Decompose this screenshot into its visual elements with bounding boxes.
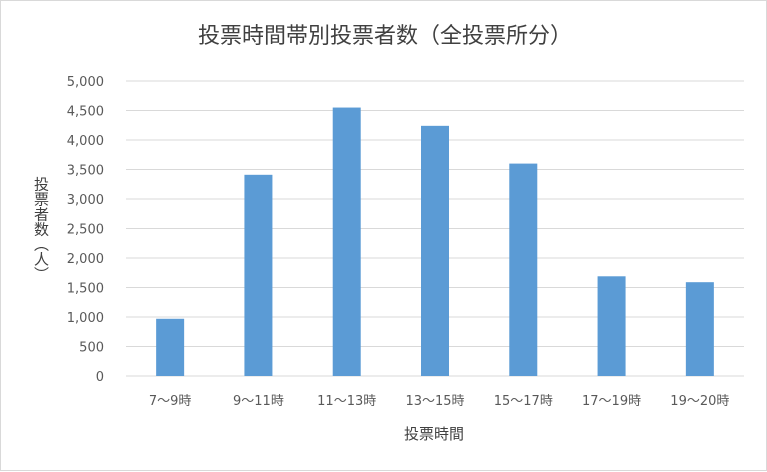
bars [156,107,714,377]
bar [597,276,626,376]
bar [332,107,361,377]
x-tick-label: 7～9時 [149,394,192,409]
chart-title: 投票時間帯別投票者数（全投票所分） [198,24,572,49]
y-tick-label: 2,000 [67,252,104,267]
x-tick-label: 15～17時 [494,394,553,409]
y-axis-ticks: 0 500 1,000 1,500 2,000 2,500 3,000 3,500 4,000 4… [67,75,104,385]
y-tick-label: 1,500 [67,282,104,297]
y-axis-title: 投票者数（人） [32,177,50,282]
bar [509,163,538,376]
bar [244,174,273,376]
y-tick-label: 0 [96,370,104,385]
x-tick-label: 17～19時 [582,394,641,409]
y-tick-label: 2,500 [67,223,104,238]
y-tick-label: 500 [79,341,104,356]
x-tick-label: 19～20時 [670,394,729,409]
y-tick-label: 5,000 [67,75,104,90]
x-tick-label: 11～13時 [317,394,376,409]
bar [421,125,449,376]
y-tick-label: 3,000 [67,193,104,208]
y-tick-label: 3,500 [67,164,104,179]
bar [685,282,714,376]
x-axis-ticks: 7～9時 9～11時 11～13時 13～15時 15～17時 17～19時 19～20時 [149,394,730,409]
x-axis-title: 投票時間 [404,425,464,443]
x-tick-label: 9～11時 [233,394,284,409]
bar [156,318,185,376]
y-tick-label: 4,500 [67,105,104,120]
x-tick-label: 13～15時 [405,394,464,409]
y-tick-label: 1,000 [67,311,104,326]
y-tick-label: 4,000 [67,134,104,149]
